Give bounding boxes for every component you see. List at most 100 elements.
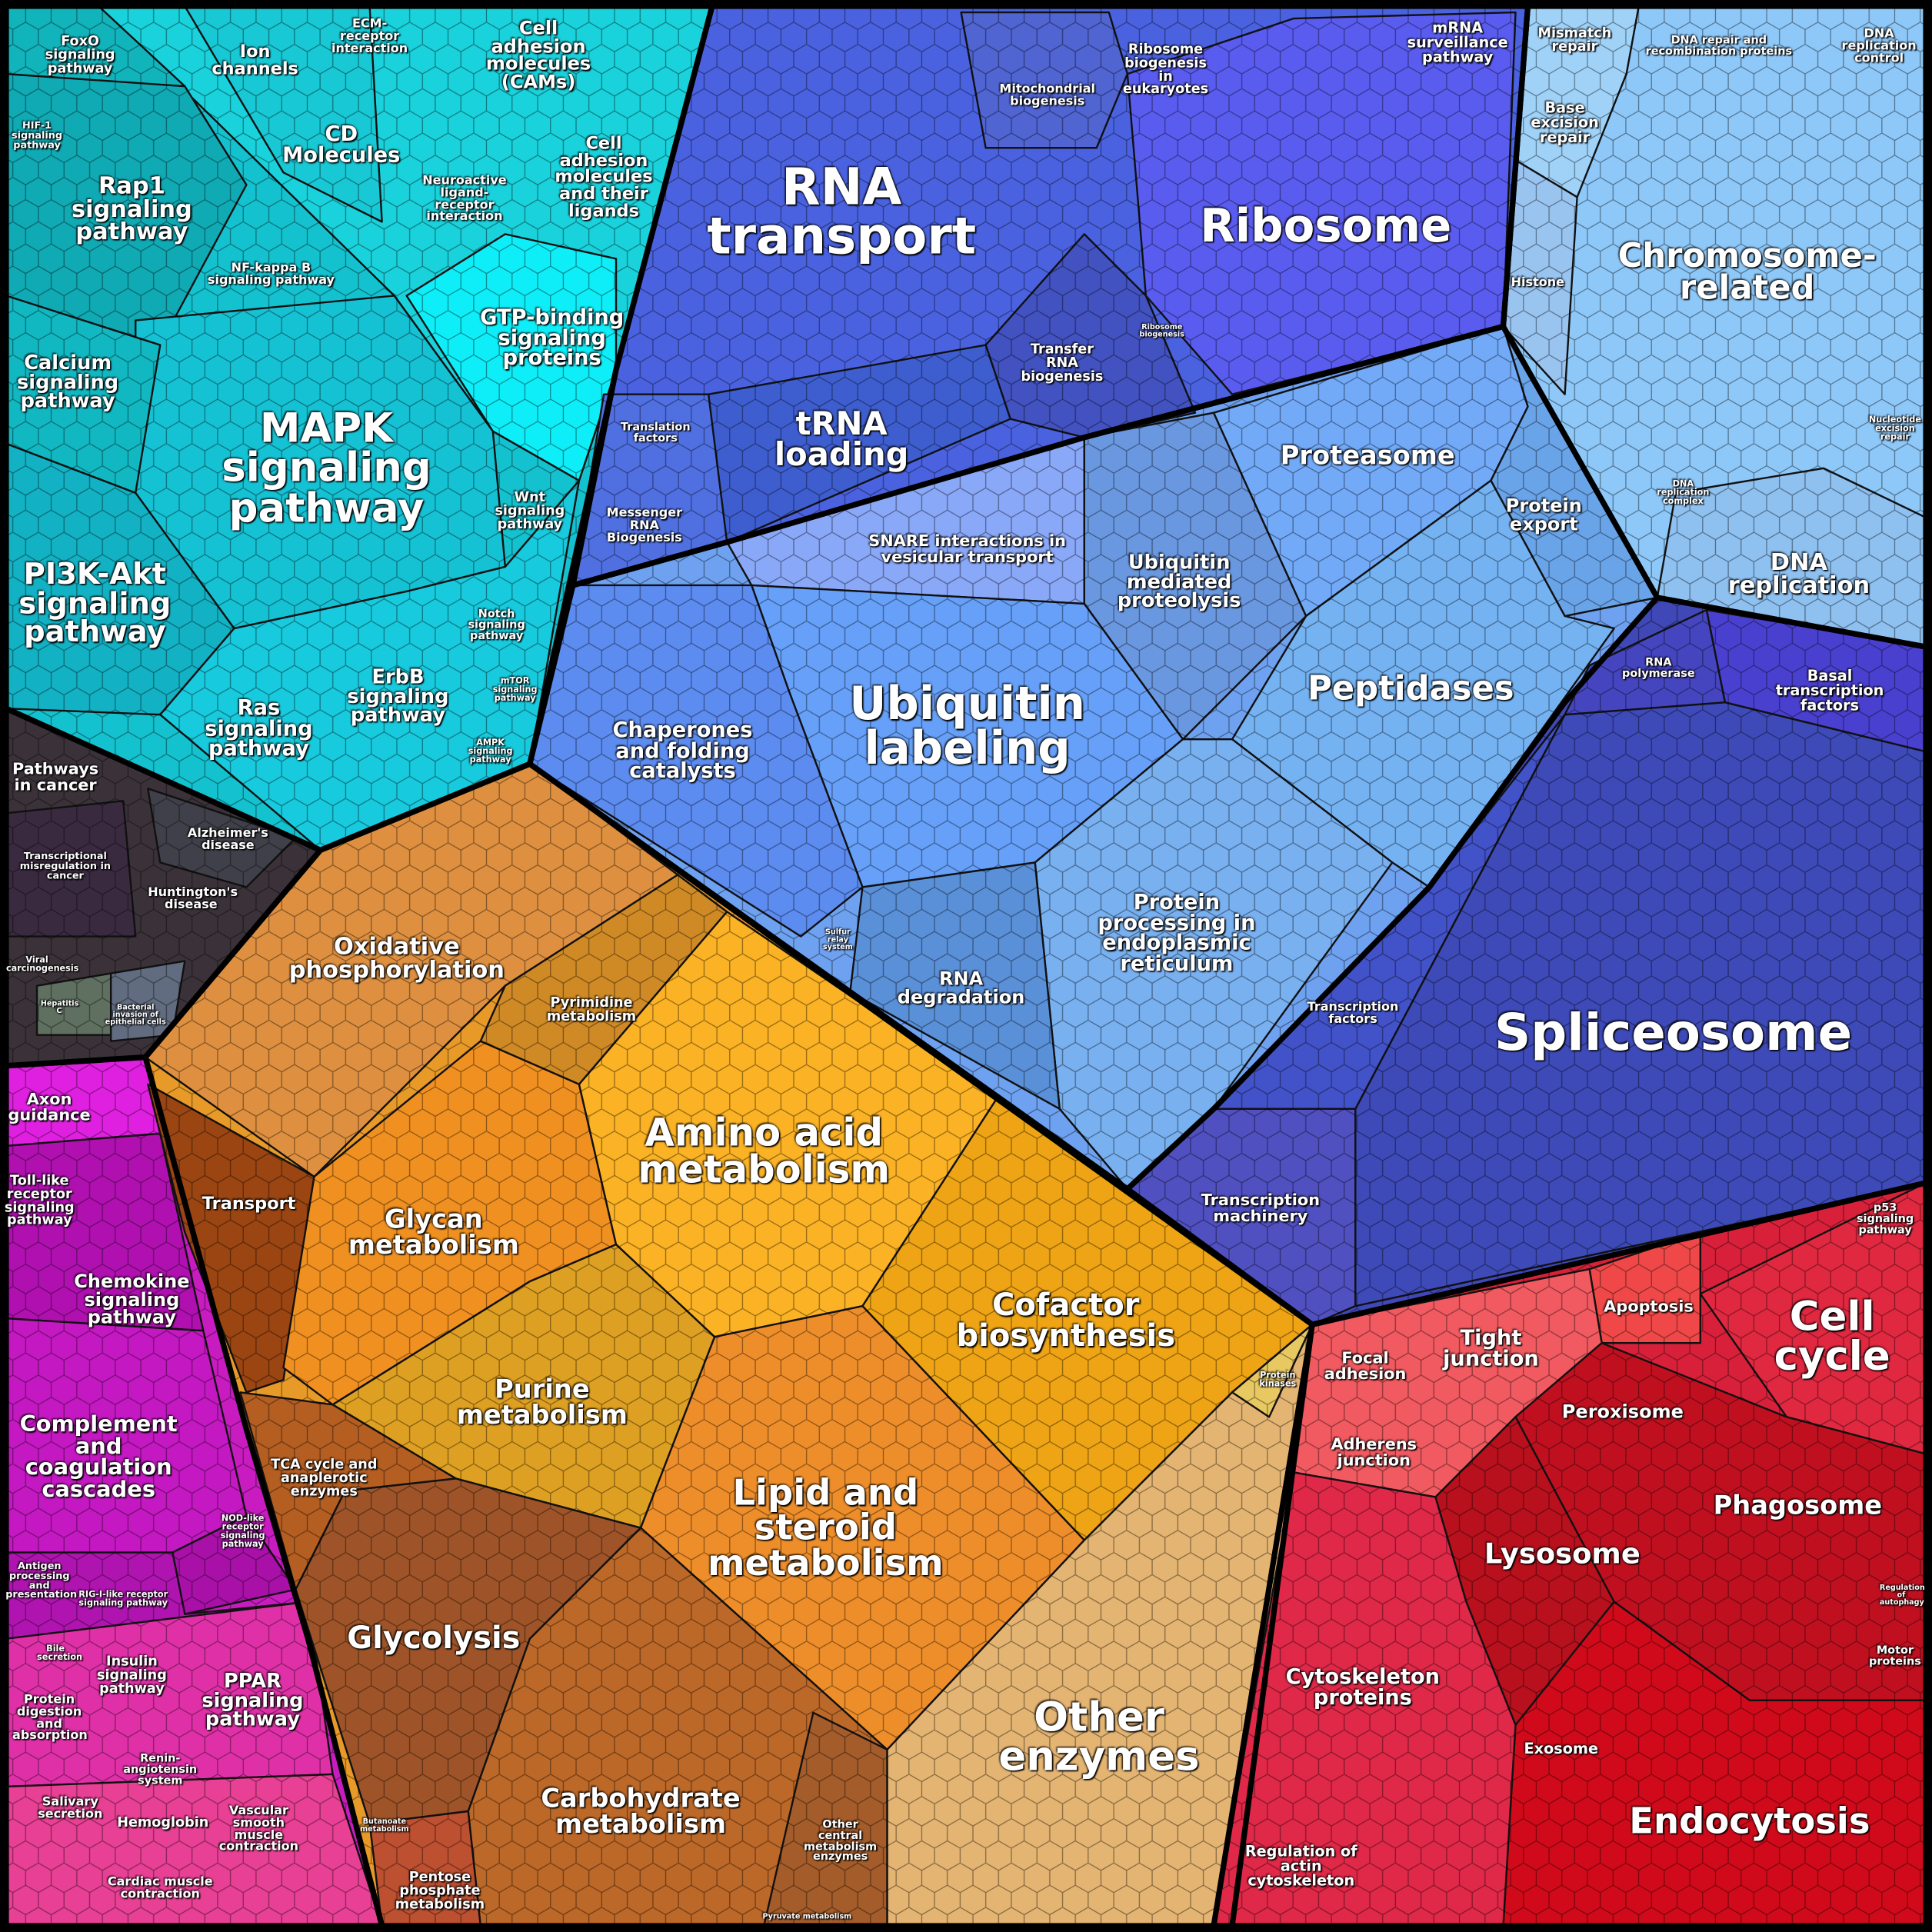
region-label: ErbB signaling pathway (347, 665, 449, 727)
region-label: Pathways in cancer (12, 760, 99, 795)
region-label: Cell cycle (1774, 1292, 1890, 1381)
region-label: Cytoskeleton proteins (1285, 1664, 1441, 1710)
region-label: Glycan metabolism (348, 1204, 519, 1260)
region-label: ECM-receptor interaction (331, 17, 408, 55)
region-label: RIG-I-like receptor signaling pathway (78, 1589, 168, 1608)
region-label: Complement and coagulation cascades (19, 1411, 178, 1503)
region-label: SNARE interactions in vesicular transpor… (868, 532, 1066, 567)
region-label: RNA transport (707, 157, 977, 267)
region-label: Base excision repair (1531, 98, 1599, 145)
region-label: mRNA surveillance pathway (1407, 18, 1508, 65)
region-label: Tight junction (1443, 1326, 1539, 1372)
region-label: DNA replication control (1841, 27, 1917, 65)
region-label: Chromosome-related (1617, 237, 1877, 308)
region-label: DNA repair and recombination proteins (1645, 35, 1793, 58)
region-label: Cell adhesion molecules (CAMs) (485, 16, 591, 94)
region-label: Hepatitis C (40, 999, 79, 1016)
region-label: Protein processing in endoplasmic reticu… (1098, 890, 1256, 977)
region-label: Lysosome (1484, 1538, 1641, 1571)
region-label: Transport (202, 1194, 296, 1214)
region-label: Chaperones and folding catalysts (612, 718, 753, 784)
region-label: Ribosome biogenesis in eukaryotes (1122, 41, 1209, 98)
region-label: Wnt signaling pathway (495, 488, 565, 532)
region-label: AMPK signaling pathway (468, 738, 513, 764)
region-label: Ion channels (212, 42, 298, 79)
region-label: Ras signaling pathway (205, 696, 313, 762)
region-label: Pyruvate metabolism (762, 1912, 852, 1921)
region-label: Purine metabolism (456, 1374, 628, 1430)
region-label: CD Molecules (282, 122, 401, 168)
region-label: Transcriptional misregulation in cancer (19, 850, 111, 881)
region-label: Pentose phosphate metabolism (395, 1869, 485, 1912)
region-label: Messenger RNA Biogenesis (606, 506, 683, 545)
region-label: Glycolysis (347, 1620, 521, 1656)
region-label: Vascular smooth muscle contraction (218, 1804, 299, 1854)
region-label: Calcium signaling pathway (17, 350, 119, 413)
region-label: Protein export (1505, 494, 1582, 535)
region-label: Chemokine signaling pathway (74, 1270, 190, 1329)
region-label: Peroxisome (1561, 1400, 1684, 1423)
region-label: Proteasome (1280, 441, 1455, 471)
region-label: Oxidative phosphorylation (288, 933, 505, 984)
region-label: Axon guidance (8, 1091, 91, 1125)
region-label: Regulation of autophagy (1879, 1583, 1925, 1607)
region-label: Neuroactive ligand-receptor interaction (422, 174, 507, 225)
region-label: Focal adhesion (1324, 1349, 1407, 1384)
region-label: TCA cycle and anaplerotic enzymes (271, 1456, 378, 1499)
region-label: PPAR signaling pathway (202, 1668, 304, 1731)
region-label: Renin-angiotensin system (123, 1753, 198, 1787)
region-label: Notch signaling pathway (468, 608, 525, 643)
region-label: DNA replication complex (1657, 478, 1710, 506)
region-label: Mitochondrial biogenesis (999, 82, 1096, 108)
region-label: Alzheimer's disease (187, 827, 268, 853)
region-label: p53 signaling pathway (1856, 1202, 1914, 1237)
region-label: FoxO signaling pathway (45, 33, 115, 76)
region-label: Nucleotide excision repair (1868, 415, 1921, 442)
region-label: Basal transcription factors (1775, 667, 1884, 714)
region-label: Apoptosis (1604, 1297, 1694, 1317)
region-label: Rap1 signaling pathway (71, 172, 192, 246)
region-label: Ubiquitin labeling (849, 677, 1085, 775)
region-label: Translation factors (620, 421, 691, 445)
region-label: NOD-like receptor signaling pathway (220, 1513, 265, 1549)
region-label: Ubiquitin mediated proteolysis (1117, 550, 1241, 612)
region-label: Bacterial invasion of epithelial cells (105, 1003, 166, 1027)
region-label: PI3K-Akt signaling pathway (18, 556, 172, 649)
region-label: Phagosome (1713, 1491, 1883, 1521)
region-label: Motor proteins (1869, 1645, 1921, 1669)
region-label: Toll-like receptor signaling pathway (4, 1172, 75, 1228)
region-label: Ribosome biogenesis (1139, 322, 1184, 339)
region-label: Amino acid metabolism (638, 1111, 891, 1193)
region-label: MAPK signaling pathway (222, 403, 431, 531)
region-label: HIF-1 signaling pathway (12, 119, 63, 151)
region-label: Antigen processing and presentation (5, 1560, 78, 1601)
region-label: Other central metabolism enzymes (804, 1819, 878, 1864)
region-label: Endocytosis (1629, 1800, 1870, 1842)
region-label: RNA polymerase (1622, 657, 1695, 681)
region-label: Transcription machinery (1201, 1191, 1321, 1227)
region-label: Cardiac muscle contraction (107, 1875, 213, 1901)
region-label: Protein digestion and absorption (12, 1693, 88, 1744)
region-label: Sulfur relay system (822, 928, 853, 951)
region-label: tRNA loading (774, 405, 909, 475)
region-label: Exosome (1524, 1740, 1599, 1757)
region-label: mTOR signaling pathway (492, 676, 538, 703)
region-label: Salivary secretion (38, 1795, 103, 1821)
region-label: DNA replication (1727, 548, 1870, 599)
region-label: Insulin signaling pathway (96, 1653, 167, 1697)
region-label: Protein kinases (1259, 1370, 1297, 1389)
region-label: Cell adhesion molecules and their ligand… (555, 134, 653, 222)
region-label: Hemoglobin (117, 1814, 209, 1831)
region-label: Bile secretion (37, 1644, 83, 1663)
region-label: Transfer RNA biogenesis (1021, 341, 1104, 384)
region-label: Transcription factors (1307, 1001, 1399, 1027)
region-label: Peptidases (1307, 670, 1514, 708)
region-label: NF-kappa B signaling pathway (207, 261, 335, 288)
region-label: Mismatch repair (1537, 25, 1612, 55)
region-label: Adherens junction (1331, 1435, 1417, 1471)
region-label: Cofactor biosynthesis (956, 1287, 1176, 1354)
